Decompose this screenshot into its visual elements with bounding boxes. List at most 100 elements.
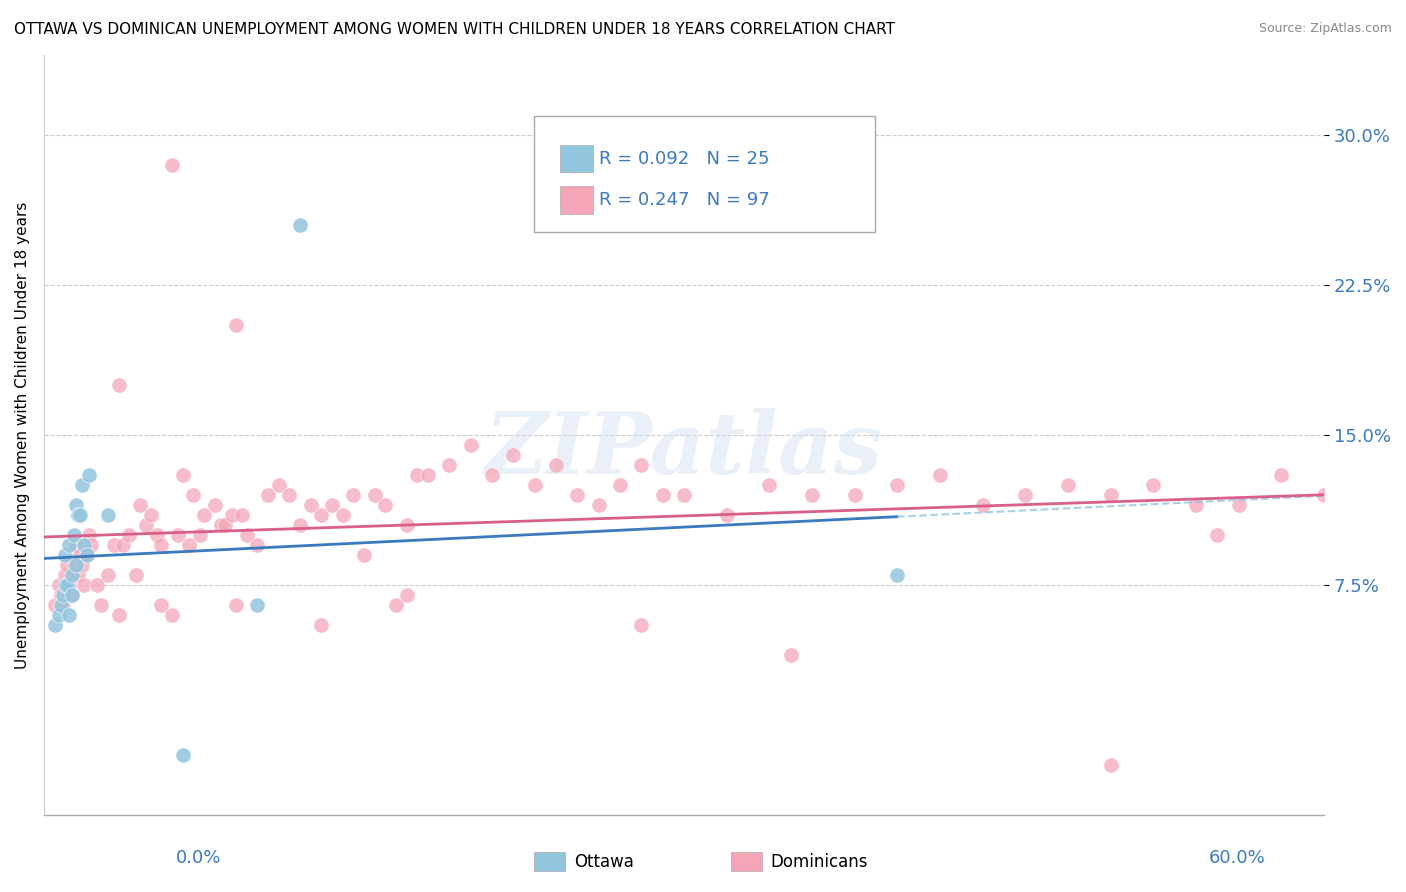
Point <box>844 488 866 502</box>
Point <box>56 578 79 592</box>
Point <box>886 567 908 582</box>
Point <box>395 517 418 532</box>
Point <box>135 517 157 532</box>
Point <box>342 488 364 502</box>
Point <box>246 538 269 552</box>
Point <box>1099 757 1122 772</box>
Point <box>103 538 125 552</box>
Point <box>62 558 84 572</box>
Point <box>544 458 567 472</box>
Point <box>60 588 83 602</box>
Point <box>66 508 89 522</box>
Point <box>928 467 950 482</box>
Point <box>204 498 226 512</box>
Point <box>609 478 631 492</box>
Point <box>309 508 332 522</box>
Point <box>160 158 183 172</box>
Point <box>1227 498 1250 512</box>
Point <box>58 578 80 592</box>
Point <box>76 548 98 562</box>
Point <box>160 607 183 622</box>
Point <box>246 598 269 612</box>
Point <box>332 508 354 522</box>
Point <box>150 538 173 552</box>
Point <box>886 478 908 492</box>
Point <box>460 438 482 452</box>
Point <box>299 498 322 512</box>
Point <box>65 558 87 572</box>
Point <box>1185 498 1208 512</box>
Point <box>80 538 103 552</box>
Point <box>1099 488 1122 502</box>
Point <box>288 218 311 232</box>
Text: ZIPatlas: ZIPatlas <box>485 409 883 491</box>
Point <box>567 488 589 502</box>
Point <box>439 458 461 472</box>
Text: R = 0.247   N = 97: R = 0.247 N = 97 <box>599 191 769 209</box>
Point <box>1014 488 1036 502</box>
Point <box>118 528 141 542</box>
Point <box>97 567 120 582</box>
Point <box>44 617 66 632</box>
Point <box>257 488 280 502</box>
Point <box>395 588 418 602</box>
Point <box>77 528 100 542</box>
Point <box>523 478 546 492</box>
Point <box>416 467 439 482</box>
Point <box>172 747 194 762</box>
Point <box>65 538 87 552</box>
Text: 0.0%: 0.0% <box>176 849 221 867</box>
Point <box>630 617 652 632</box>
Point <box>374 498 396 512</box>
Point <box>1057 478 1080 492</box>
Text: OTTAWA VS DOMINICAN UNEMPLOYMENT AMONG WOMEN WITH CHILDREN UNDER 18 YEARS CORREL: OTTAWA VS DOMINICAN UNEMPLOYMENT AMONG W… <box>14 22 896 37</box>
Point <box>60 588 83 602</box>
Point <box>1206 528 1229 542</box>
Point <box>406 467 429 482</box>
Point <box>231 508 253 522</box>
Point <box>53 548 76 562</box>
Point <box>65 498 87 512</box>
Point <box>779 648 801 662</box>
Text: Ottawa: Ottawa <box>574 853 634 871</box>
Point <box>181 488 204 502</box>
Point <box>53 567 76 582</box>
Point <box>288 517 311 532</box>
Point <box>58 607 80 622</box>
Point <box>128 498 150 512</box>
Point <box>90 598 112 612</box>
Point <box>1270 467 1292 482</box>
Point <box>481 467 503 482</box>
Point <box>321 498 343 512</box>
Point <box>800 488 823 502</box>
Point <box>672 488 695 502</box>
Point <box>167 528 190 542</box>
Text: Source: ZipAtlas.com: Source: ZipAtlas.com <box>1258 22 1392 36</box>
Text: 60.0%: 60.0% <box>1209 849 1265 867</box>
Point <box>225 318 247 332</box>
Point <box>44 598 66 612</box>
Point <box>86 578 108 592</box>
Point <box>188 528 211 542</box>
Point <box>49 598 72 612</box>
Point <box>124 567 146 582</box>
Point <box>73 538 96 552</box>
Point <box>972 498 994 512</box>
Point <box>278 488 301 502</box>
Point <box>69 548 91 562</box>
Point <box>758 478 780 492</box>
Point <box>716 508 738 522</box>
Point <box>193 508 215 522</box>
Point <box>214 517 236 532</box>
Point <box>588 498 610 512</box>
Point <box>502 448 524 462</box>
Point <box>48 578 70 592</box>
Point <box>177 538 200 552</box>
Point <box>353 548 375 562</box>
Text: Dominicans: Dominicans <box>770 853 868 871</box>
Point <box>69 508 91 522</box>
Point <box>225 598 247 612</box>
Point <box>72 478 94 492</box>
Point <box>58 538 80 552</box>
Point <box>111 538 134 552</box>
